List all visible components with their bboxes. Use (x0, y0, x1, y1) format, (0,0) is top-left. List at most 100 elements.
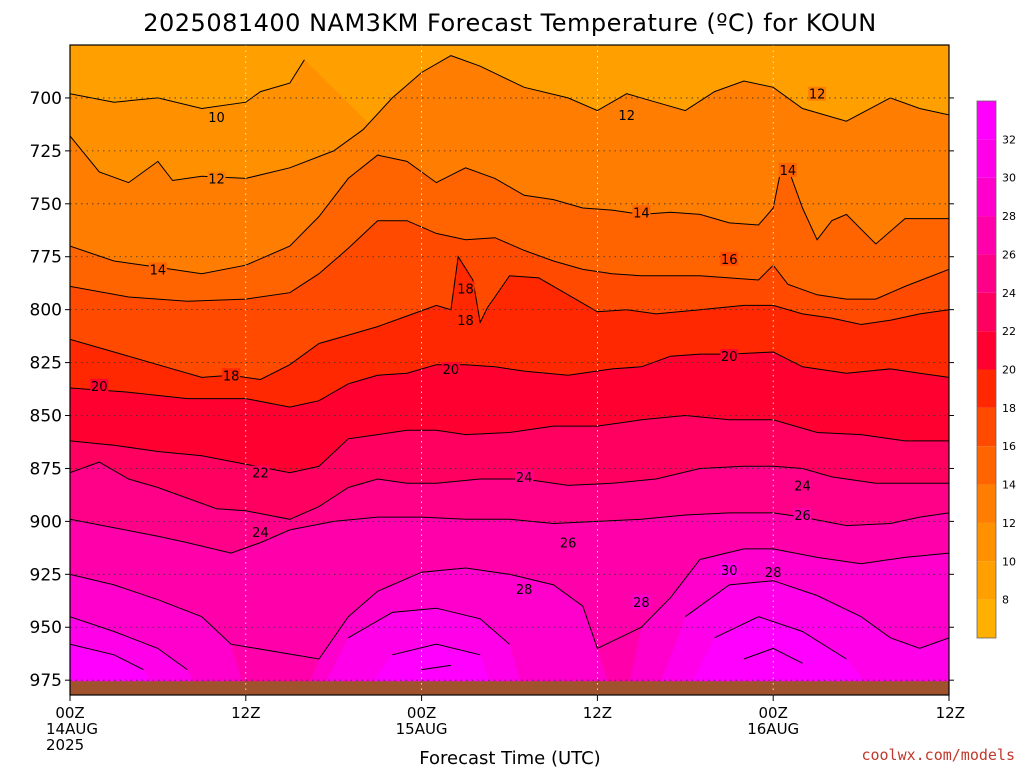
colorbar-swatch-12 (977, 484, 996, 523)
x-tick-label-12-0: 12Z (231, 704, 260, 722)
plot-frame (69, 44, 950, 696)
contour-label-bg-7 (515, 469, 534, 484)
x-tick-label-36-0: 12Z (583, 704, 612, 722)
contour-label-bg-12 (632, 205, 651, 220)
contour-label-23: 30 (721, 564, 738, 579)
colorbar-tick-20: 20 (1002, 364, 1016, 377)
x-tick-label-0-2: 2025 (46, 736, 84, 754)
isotherm-24 (70, 461, 949, 520)
contour-label-17: 24 (794, 479, 811, 494)
contour-label-bg-0 (207, 109, 226, 124)
isotherm-warm-28-0 (70, 548, 949, 660)
colorbar-swatch-22 (977, 292, 996, 332)
colorbar-frame (976, 100, 997, 639)
colorbar-tick-22: 22 (1002, 325, 1016, 338)
isotherm-warm-30-1 (70, 616, 188, 671)
y-tick-label-925: 925 (30, 565, 62, 585)
contour-label-bg-6 (251, 465, 270, 480)
contour-label-bg-10 (808, 86, 827, 101)
x-axis-label: Forecast Time (UTC) (419, 748, 600, 768)
y-tick-label-700: 700 (30, 89, 62, 109)
contour-label-bg-4 (222, 368, 241, 383)
y-tick-label-750: 750 (30, 195, 62, 215)
colorbar-tick-16: 16 (1002, 440, 1016, 453)
contour-label-6: 22 (252, 467, 269, 482)
colorbar-swatch-6 (977, 599, 996, 638)
colorbar-tick-12: 12 (1002, 517, 1016, 530)
contour-label-bg-8 (559, 535, 578, 550)
contour-label-1: 12 (208, 172, 225, 187)
ground-band (70, 681, 949, 695)
contour-label-bg-17 (793, 478, 812, 493)
y-tick-label-900: 900 (30, 512, 62, 532)
contour-label-5: 20 (91, 380, 108, 395)
colorbar: 8 10 12 14 16 18 20 22 24 26 28 30 32 (976, 100, 1016, 639)
isotherm-warm-32-4 (70, 643, 144, 671)
contour-label-9: 12 (618, 109, 635, 124)
colorbar-swatch-28 (977, 177, 996, 217)
contour-label-bg-21 (632, 594, 651, 609)
contour-label-21: 28 (633, 596, 650, 611)
contour-label-bg-2 (148, 262, 167, 277)
contour-label-layer: 10 12 14 16 18 20 22 24 26 12 12 14 14 18 18 20 20 24 26 24… (90, 86, 827, 611)
colorbar-swatch-8 (977, 561, 996, 600)
contour-label-12: 14 (633, 206, 650, 221)
isotherm-warm-30-2 (348, 607, 510, 645)
isotherm-warm-32-5 (392, 643, 481, 656)
contour-label-bg-16 (720, 349, 739, 364)
temperature-fill-layer (70, 45, 949, 695)
contour-label-20: 28 (516, 583, 533, 598)
contour-label-bg-1 (207, 171, 226, 186)
contour-label-10: 12 (809, 88, 826, 103)
isotherm-warm-34-8 (743, 647, 803, 664)
isotherm-26 (70, 512, 949, 554)
y-axis: 700 725 750 775 800 825 850 875 900 925 950 975 (30, 89, 954, 691)
colorbar-tick-8: 8 (1002, 594, 1009, 607)
contour-label-bg-11 (778, 162, 797, 177)
contour-label-8: 26 (560, 537, 577, 552)
y-tick-label-825: 825 (30, 354, 62, 374)
colorbar-tick-30: 30 (1002, 172, 1016, 185)
contour-label-14: 18 (457, 314, 474, 329)
isotherm-12 (70, 55, 949, 184)
contour-label-bg-3 (720, 251, 739, 266)
contour-label-bg-22 (764, 565, 783, 580)
isotherm-warm-34-7 (421, 664, 451, 671)
colorbar-swatch-30 (977, 139, 996, 178)
colorbar-tick-10: 10 (1002, 555, 1016, 568)
colorbar-tick-24: 24 (1002, 287, 1016, 300)
x-tick-label-60-0: 12Z (936, 704, 965, 722)
contour-label-bg-13 (456, 281, 475, 296)
contour-label-2: 14 (150, 263, 167, 278)
colorbar-tick-28: 28 (1002, 210, 1016, 223)
colorbar-tick-18: 18 (1002, 402, 1016, 415)
x-tick-label-48-1: 16AUG (747, 720, 799, 738)
y-tick-label-775: 775 (30, 248, 62, 268)
contour-label-11: 14 (780, 164, 797, 179)
isotherm-20 (70, 351, 949, 408)
x-tick-label-0-1: 14AUG (46, 720, 98, 738)
contour-label-bg-9 (617, 107, 636, 122)
contour-label-22: 28 (765, 566, 782, 581)
colorbar-swatch-24 (977, 254, 996, 293)
contour-label-bg-14 (456, 313, 475, 328)
chart-title: 2025081400 NAM3KM Forecast Temperature (… (143, 9, 876, 37)
colorbar-tick-14: 14 (1002, 479, 1016, 492)
y-tick-label-725: 725 (30, 142, 62, 162)
isotherm-10 (70, 59, 305, 110)
contour-label-0: 10 (208, 111, 225, 126)
contour-label-7: 24 (516, 471, 533, 486)
contour-label-16: 20 (721, 350, 738, 365)
x-tick-label-48-0: 00Z (759, 704, 788, 722)
contour-label-3: 16 (721, 253, 738, 268)
contour-label-4: 18 (223, 369, 240, 384)
colorbar-tick-32: 32 (1002, 133, 1016, 146)
y-tick-label-800: 800 (30, 301, 62, 321)
contour-label-bg-15 (441, 361, 460, 376)
colorbar-swatch-10 (977, 522, 996, 562)
x-tick-label-24-1: 15AUG (396, 720, 448, 738)
isotherm-22 (70, 414, 949, 474)
colorbar-tick-26: 26 (1002, 248, 1016, 261)
